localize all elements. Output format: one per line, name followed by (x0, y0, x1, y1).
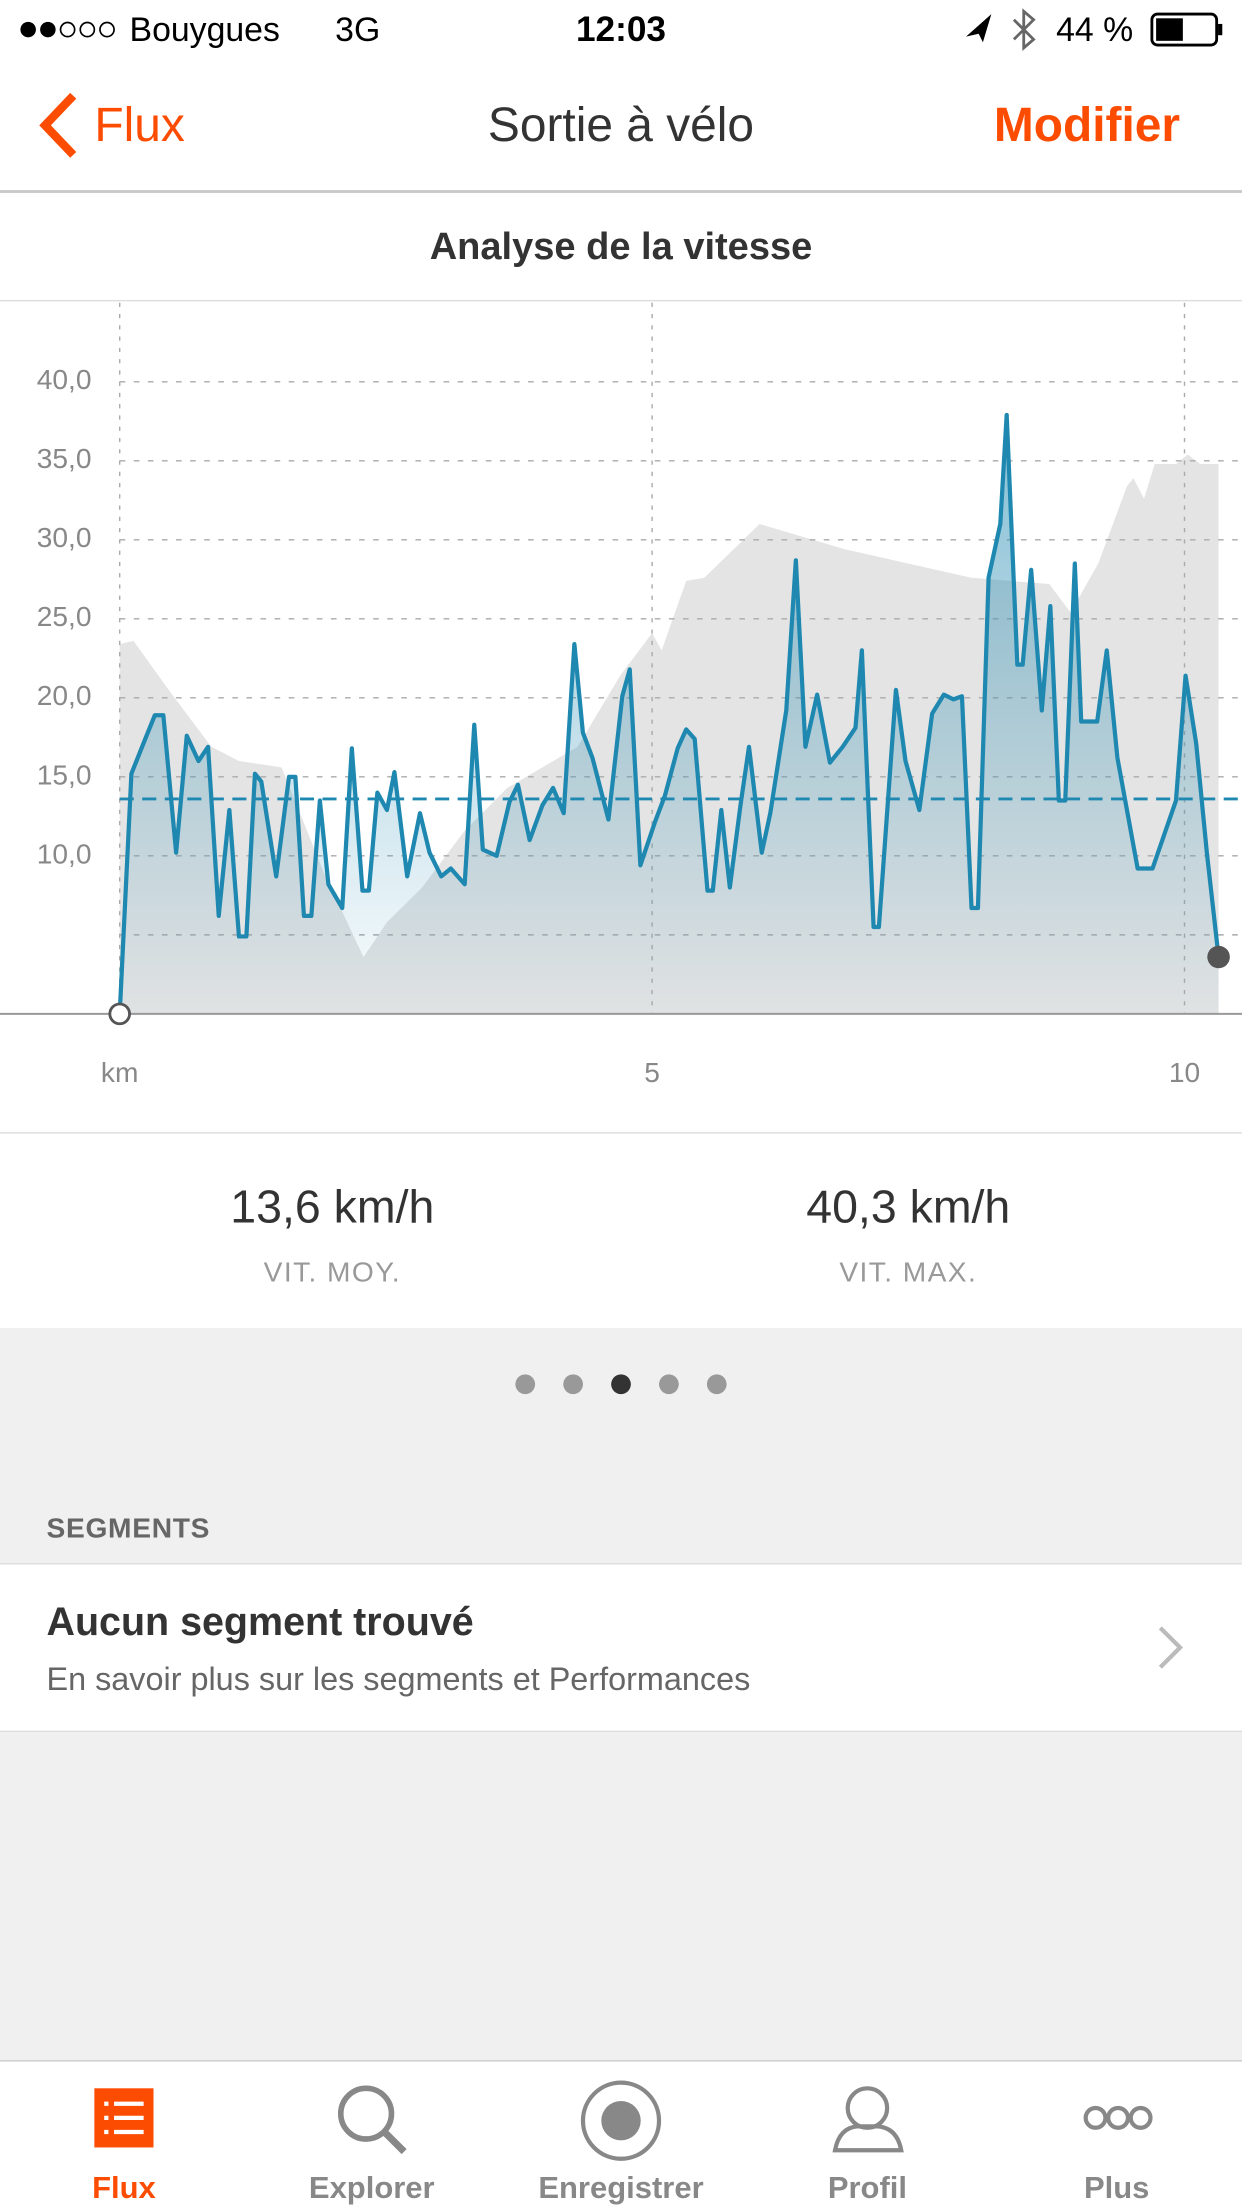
tab-label[interactable]: Flux (92, 2169, 156, 2206)
edit-button[interactable]: Modifier (993, 98, 1181, 153)
pager-dot (659, 1374, 679, 1395)
battery: 44 % (1056, 11, 1134, 50)
segments-cell[interactable] (0, 1563, 1242, 1733)
section-header: SEGMENTS (46, 1513, 211, 1545)
cell-subtitle: En savoir plus sur les segments et Perfo… (46, 1660, 751, 1697)
start-marker (108, 1002, 131, 1026)
time: 12:03 (575, 9, 667, 50)
chart-title: Analyse de la vitesse (429, 225, 813, 268)
pager (515, 1374, 727, 1395)
y-tick-label: 15,0 (37, 759, 92, 790)
end-marker (1207, 945, 1230, 969)
tab-label[interactable]: Explorer (308, 2169, 435, 2206)
stat-label: VIT. MOY. (263, 1257, 402, 1289)
y-tick-label: 30,0 (37, 522, 92, 553)
tab-label[interactable]: Enregistrer (538, 2169, 704, 2206)
nav-border (0, 190, 1242, 193)
stat-label: VIT. MAX. (839, 1257, 978, 1289)
network: 3G (335, 11, 381, 50)
tab-icons (94, 2080, 1153, 2161)
tab-label[interactable]: Plus (1083, 2169, 1150, 2206)
status-bar (20, 8, 1223, 51)
x-tick-label: km (101, 1057, 139, 1088)
carrier: Bouygues (129, 11, 280, 50)
speed-line (117, 412, 1221, 1014)
divider (0, 299, 1242, 302)
back-chevron[interactable] (28, 90, 84, 160)
back-button[interactable]: Flux (94, 98, 185, 153)
speed-chart: 10,0 15,0 20,0 25,0 30,0 35,0 40,0 km 5 10 (0, 302, 1242, 1088)
stat-value: 13,6 km/h (230, 1180, 435, 1233)
y-tick-label: 40,0 (37, 364, 92, 395)
chevron (1158, 1626, 1184, 1669)
y-tick-label: 25,0 (37, 601, 92, 632)
pager-dot (706, 1374, 727, 1395)
cell-title: Aucun segment trouvé (46, 1599, 474, 1644)
tab-label[interactable]: Profil (827, 2169, 908, 2206)
speed-area (119, 414, 1219, 1014)
y-tick-label: 20,0 (37, 680, 92, 711)
x-tick-label: 10 (1169, 1057, 1200, 1088)
nav-title: Sortie à vélo (487, 98, 755, 153)
pager-dot (611, 1374, 631, 1395)
divider (0, 1132, 1242, 1134)
y-tick-label: 10,0 (37, 838, 92, 869)
y-tick-label: 35,0 (37, 443, 92, 474)
stat-value: 40,3 km/h (806, 1180, 1011, 1233)
pager-dot (515, 1374, 536, 1395)
x-tick-label: 5 (644, 1057, 660, 1088)
pager-dot (563, 1374, 583, 1395)
